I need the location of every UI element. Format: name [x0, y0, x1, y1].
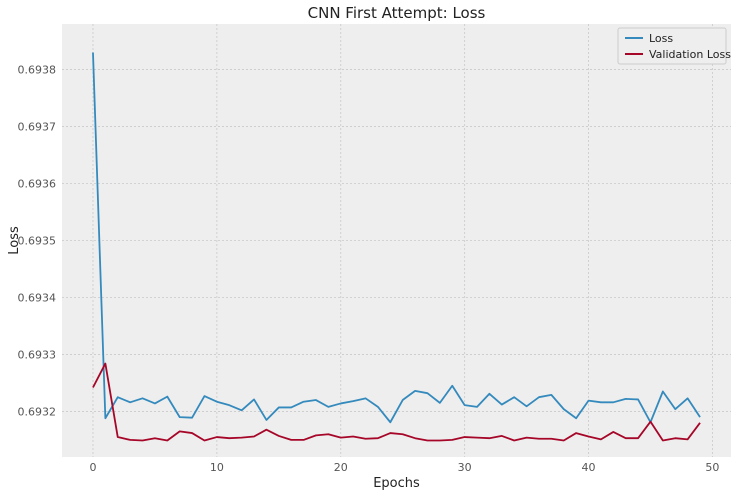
y-tick-label: 0.6936 — [18, 178, 57, 191]
chart-title: CNN First Attempt: Loss — [308, 4, 486, 22]
x-axis-ticks: 0 10 20 30 40 50 — [89, 461, 719, 474]
x-tick-label: 20 — [334, 461, 348, 474]
x-tick-label: 40 — [582, 461, 596, 474]
x-tick-label: 30 — [458, 461, 472, 474]
y-tick-label: 0.6938 — [18, 64, 57, 77]
legend: Loss Validation Loss — [617, 27, 731, 65]
legend-box — [617, 27, 727, 65]
grid-lines — [62, 24, 731, 457]
y-axis-ticks: 0.6932 0.6933 0.6934 0.6935 0.6936 0.6937 0.69… — [18, 64, 57, 419]
series-layer — [92, 52, 701, 442]
y-tick-label: 0.6933 — [18, 348, 57, 361]
x-tick-label: 0 — [89, 461, 96, 474]
y-tick-label: 0.6934 — [18, 291, 57, 304]
series-line-loss — [92, 52, 701, 424]
legend-label-validation-loss: Validation Loss — [649, 48, 731, 61]
x-axis-label: Epochs — [373, 476, 420, 491]
y-tick-label: 0.6932 — [18, 405, 57, 418]
x-tick-label: 50 — [705, 461, 719, 474]
y-tick-label: 0.6937 — [18, 121, 57, 134]
y-tick-label: 0.6935 — [18, 235, 57, 248]
legend-label-loss: Loss — [649, 32, 673, 45]
y-axis-label: Loss — [7, 226, 22, 255]
series-line-validation-loss — [92, 362, 701, 442]
x-tick-label: 10 — [210, 461, 224, 474]
